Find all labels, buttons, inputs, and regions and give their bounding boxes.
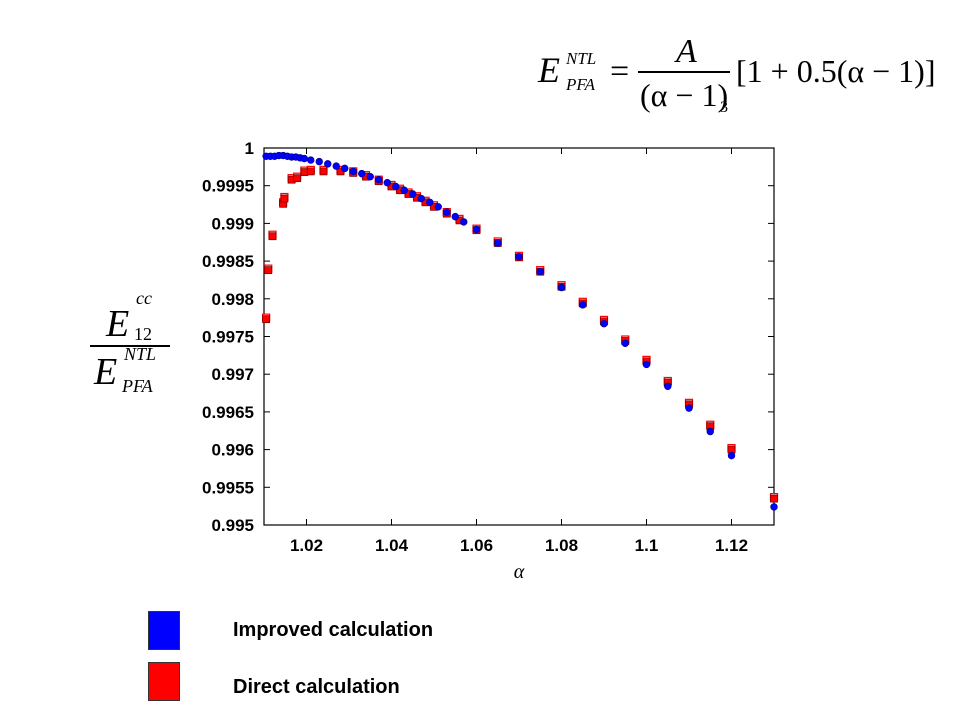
y-tick-label: 0.995: [211, 516, 254, 535]
data-point-improved: [341, 164, 349, 173]
x-tick-label: 1.08: [545, 536, 578, 555]
y-tick-label: 0.998: [211, 290, 254, 309]
x-axis: 1.02 1.04 1.06 1.08 1.1 1.12: [290, 148, 748, 555]
data-point-direct: [262, 315, 271, 324]
formula-bracket: [1 + 0.5(α − 1)]: [736, 53, 935, 89]
x-tick-label: 1.06: [460, 536, 493, 555]
formula-denominator-power: 3: [720, 99, 728, 116]
data-point-improved: [770, 503, 778, 511]
legend-label-direct: Direct calculation: [233, 676, 400, 698]
data-point-improved: [472, 225, 481, 234]
data-point-improved: [664, 382, 672, 390]
data-point-improved: [494, 239, 502, 247]
legend-swatch-direct: [148, 662, 180, 701]
series-improved-calculation: [262, 151, 778, 511]
data-point-improved: [409, 190, 417, 198]
data-point-improved: [600, 319, 608, 328]
x-axis-label: α: [514, 561, 525, 583]
data-point-improved: [417, 194, 425, 203]
ylabel-num-sub: 12: [134, 324, 152, 344]
data-point-improved: [392, 182, 400, 191]
legend-swatch-improved: [148, 611, 180, 650]
formula-lhs-base: E: [537, 50, 560, 90]
formula-numerator: A: [674, 33, 697, 70]
data-point-improved: [349, 167, 357, 176]
data-point-improved: [400, 186, 408, 194]
data-point-direct: [319, 167, 328, 176]
y-tick-label: 0.9975: [202, 328, 254, 347]
data-point-direct: [268, 232, 277, 241]
formula-lhs-sub: PFA: [565, 75, 596, 94]
data-point-improved: [375, 175, 383, 184]
y-axis: 0.995 0.9955 0.996 0.9965 0.997 0.9975 0.998 0.…: [202, 139, 774, 535]
data-point-improved: [434, 203, 442, 211]
data-point-improved: [536, 267, 544, 276]
data-point-improved: [307, 156, 315, 164]
y-tick-label: 0.9995: [202, 177, 254, 196]
y-axis-label: E cc 12 E NTL PFA: [90, 288, 170, 396]
y-tick-label: 1: [245, 139, 254, 158]
data-point-improved: [557, 283, 566, 292]
data-point-direct: [293, 174, 302, 183]
y-tick-label: 0.997: [211, 365, 254, 384]
data-point-direct: [306, 167, 315, 176]
data-point-direct: [264, 266, 273, 275]
data-point-improved: [324, 160, 332, 168]
formula-equals: =: [610, 53, 629, 90]
ylabel-den-sub: PFA: [121, 376, 154, 396]
ylabel-num-base: E: [105, 303, 129, 345]
x-tick-label: 1.02: [290, 536, 323, 555]
data-point-direct: [280, 194, 289, 203]
ylabel-den-sup: NTL: [123, 344, 156, 364]
y-tick-label: 0.9965: [202, 403, 254, 422]
formula-denominator: (α − 1): [640, 77, 728, 113]
series-direct-calculation: [262, 165, 779, 503]
y-tick-label: 0.999: [211, 214, 254, 233]
data-point-improved: [515, 252, 523, 261]
data-point-improved: [315, 157, 323, 166]
data-point-improved: [358, 169, 366, 178]
data-point-improved: [443, 208, 451, 216]
formula: E NTL PFA = A (α − 1) 3 [1 + 0.5(α − 1)]: [537, 33, 935, 116]
plot-frame: [263, 147, 775, 526]
data-point-improved: [426, 198, 434, 206]
data-point-improved: [460, 218, 468, 226]
x-tick-label: 1.04: [375, 536, 409, 555]
x-tick-label: 1.12: [715, 536, 748, 555]
ylabel-num-sup: cc: [136, 288, 152, 308]
data-point-improved: [727, 451, 736, 460]
data-point-improved: [332, 162, 340, 170]
data-point-direct: [770, 494, 778, 503]
data-point-improved: [642, 360, 651, 369]
data-point-improved: [300, 154, 309, 163]
data-point-improved: [366, 172, 374, 181]
data-point-improved: [383, 178, 391, 187]
data-point-improved: [579, 301, 587, 309]
data-point-improved: [685, 404, 693, 412]
x-tick-label: 1.1: [635, 536, 659, 555]
formula-lhs-sup: NTL: [565, 49, 596, 68]
y-tick-label: 0.9955: [202, 478, 254, 497]
y-tick-label: 0.996: [211, 441, 254, 460]
y-tick-label: 0.9985: [202, 252, 254, 271]
legend-label-improved: Improved calculation: [233, 619, 434, 641]
data-point-improved: [706, 427, 714, 436]
ylabel-den-base: E: [93, 351, 117, 393]
data-point-improved: [621, 339, 629, 347]
data-point-improved: [451, 212, 459, 221]
